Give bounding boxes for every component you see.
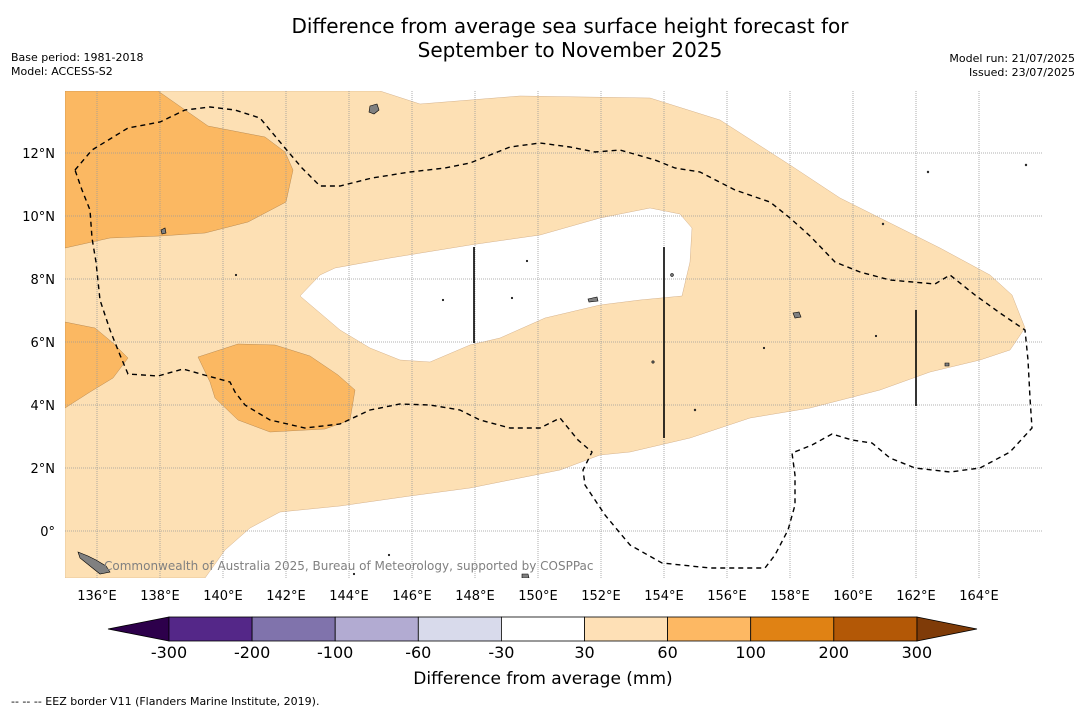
latitude-label: 4°N bbox=[31, 399, 56, 414]
colorbar-cell bbox=[500, 616, 585, 642]
title-line-1: Difference from average sea surface heig… bbox=[291, 14, 849, 38]
colorbar-tick-label: -60 bbox=[405, 643, 431, 662]
graticule bbox=[65, 91, 1042, 578]
colorbar-extend-high bbox=[916, 616, 978, 642]
colorbar-tick-label: -30 bbox=[488, 643, 514, 662]
island-kosrae bbox=[944, 362, 950, 367]
colorbar: -300 -200 -100 -60 -30 30 60 100 200 300 Differen… bbox=[107, 616, 978, 689]
model-name: Model: ACCESS-S2 bbox=[11, 65, 113, 78]
longitude-label: 164°E bbox=[959, 589, 999, 604]
longitude-label: 148°E bbox=[455, 589, 495, 604]
longitude-label: 142°E bbox=[266, 589, 306, 604]
longitude-label: 162°E bbox=[896, 589, 936, 604]
colorbar-cell bbox=[584, 616, 668, 642]
island-manus bbox=[521, 573, 530, 578]
colorbar-cell bbox=[417, 616, 502, 642]
longitude-label: 146°E bbox=[392, 589, 432, 604]
longitude-label: 154°E bbox=[644, 589, 684, 604]
model-run-date: Model run: 21/07/2025 bbox=[949, 52, 1075, 65]
colorbar-cell bbox=[667, 616, 752, 642]
latitude-label: 2°N bbox=[31, 462, 56, 477]
latitude-label: 8°N bbox=[31, 273, 56, 288]
latitude-label: 10°N bbox=[22, 210, 55, 225]
longitude-label: 144°E bbox=[329, 589, 369, 604]
map-plot-area: Commonwealth of Australia 2025, Bureau o… bbox=[65, 91, 1042, 578]
island-chuuk bbox=[587, 296, 599, 303]
colorbar-cell bbox=[251, 616, 336, 642]
anomaly-region-60-100-central bbox=[197, 343, 356, 433]
latitude-label: 12°N bbox=[22, 147, 55, 162]
eez-footnote: -- -- -- EEZ border V11 (Flanders Marine… bbox=[11, 695, 320, 708]
colorbar-cell bbox=[833, 616, 918, 642]
colorbar-label: Difference from average (mm) bbox=[413, 669, 672, 689]
longitude-label: 160°E bbox=[833, 589, 873, 604]
colorbar-cell bbox=[168, 616, 253, 642]
latitude-label: 6°N bbox=[31, 336, 56, 351]
longitude-label: 140°E bbox=[203, 589, 243, 604]
base-period: Base period: 1981-2018 bbox=[11, 51, 144, 64]
latitude-labels: 12°N 10°N 8°N 6°N 4°N 2°N 0° bbox=[22, 147, 55, 540]
island-yap bbox=[160, 227, 167, 235]
longitude-label: 136°E bbox=[77, 589, 117, 604]
colorbar-tick-label: 30 bbox=[574, 643, 594, 662]
issued-date: Issued: 23/07/2025 bbox=[968, 66, 1075, 79]
colorbar-tick-label: -100 bbox=[317, 643, 353, 662]
chart-title: Difference from average sea surface heig… bbox=[0, 14, 1085, 62]
model-info: Base period: 1981-2018 Model: ACCESS-S2 bbox=[11, 51, 143, 79]
colorbar-tick-label: 200 bbox=[819, 643, 850, 662]
longitude-label: 152°E bbox=[581, 589, 621, 604]
longitude-label: 158°E bbox=[770, 589, 810, 604]
longitude-label: 156°E bbox=[707, 589, 747, 604]
island-pohnpei bbox=[792, 311, 802, 319]
longitude-label: 138°E bbox=[140, 589, 180, 604]
run-info: Model run: 21/07/2025 Issued: 23/07/2025 bbox=[949, 52, 1075, 80]
colorbar-cell bbox=[750, 616, 835, 642]
longitude-labels: 136°E 138°E 140°E 142°E 144°E 146°E 148°E 150°E… bbox=[77, 589, 999, 604]
credit-text: Commonwealth of Australia 2025, Bureau o… bbox=[104, 559, 594, 573]
island-new-guinea-north bbox=[77, 551, 111, 575]
colorbar-extend-low bbox=[107, 616, 170, 642]
colorbar-tick-label: -200 bbox=[234, 643, 270, 662]
colorbar-tick-label: -300 bbox=[151, 643, 187, 662]
title-line-2: September to November 2025 bbox=[417, 38, 723, 62]
islands bbox=[77, 103, 1028, 578]
latitude-label: 0° bbox=[40, 525, 55, 540]
eez-border bbox=[74, 106, 1033, 569]
longitude-label: 150°E bbox=[518, 589, 558, 604]
colorbar-tick-label: 60 bbox=[657, 643, 677, 662]
colorbar-tick-label: 300 bbox=[902, 643, 933, 662]
colorbar-cell bbox=[334, 616, 419, 642]
colorbar-tick-label: 100 bbox=[735, 643, 766, 662]
island-north bbox=[368, 103, 380, 115]
